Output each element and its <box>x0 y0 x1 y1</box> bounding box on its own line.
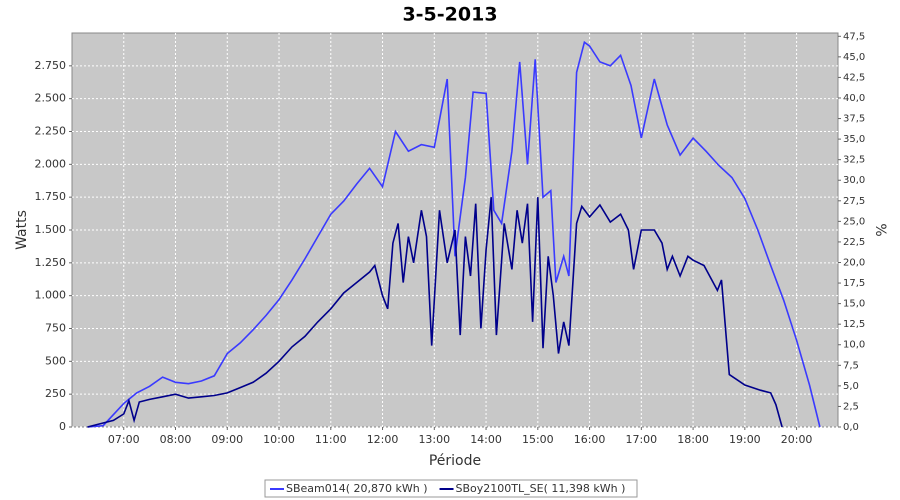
y2-tick-label: 7,5 <box>843 360 859 371</box>
y-tick-label: 2.000 <box>35 157 67 170</box>
x-tick-label: 17:00 <box>625 433 657 446</box>
y2-tick-label: 30,0 <box>843 175 865 186</box>
y2-tick-label: 20,0 <box>843 257 865 268</box>
y2-tick-label: 22,5 <box>843 237 865 248</box>
y2-tick-label: 27,5 <box>843 196 865 207</box>
y2-tick-label: 17,5 <box>843 278 865 289</box>
y-tick-label: 500 <box>45 354 66 367</box>
x-tick-label: 07:00 <box>108 433 140 446</box>
chart-title: 3-5-2013 <box>402 4 497 26</box>
legend-label: SBeam014( 20,870 kWh ) <box>286 482 428 495</box>
y2-tick-label: 15,0 <box>843 299 865 310</box>
series-line <box>87 40 821 428</box>
x-tick-label: 14:00 <box>470 433 502 446</box>
x-tick-label: 18:00 <box>677 433 709 446</box>
y-tick-label: 1.500 <box>35 223 67 236</box>
y2-tick-label: 45,0 <box>843 52 865 63</box>
y-tick-label: 0 <box>59 420 66 433</box>
y-tick-label: 2.250 <box>35 125 67 138</box>
y2-tick-label: 12,5 <box>843 319 865 330</box>
y2-tick-label: 35,0 <box>843 134 865 145</box>
y2-tick-label: 5,0 <box>843 381 859 392</box>
y2-tick-label: 40,0 <box>843 93 865 104</box>
x-tick-label: 19:00 <box>729 433 761 446</box>
legend-label: SBoy2100TL_SE( 11,398 kWh ) <box>456 482 626 495</box>
x-tick-label: 11:00 <box>315 433 347 446</box>
y2-tick-label: 10,0 <box>843 340 865 351</box>
y-tick-label: 1.250 <box>35 256 67 269</box>
y2-tick-label: 0,0 <box>843 422 859 433</box>
series-line <box>87 197 783 428</box>
y2-tick-label: 47,5 <box>843 31 865 42</box>
y-tick-label: 2.500 <box>35 92 67 105</box>
x-tick-label: 10:00 <box>263 433 295 446</box>
x-tick-label: 15:00 <box>522 433 554 446</box>
y-tick-label: 250 <box>45 387 66 400</box>
y-axis-label: Watts <box>14 210 30 250</box>
y-tick-label: 2.750 <box>35 59 67 72</box>
y-tick-label: 750 <box>45 322 66 335</box>
x-axis-label: Période <box>429 453 481 469</box>
y-tick-label: 1.750 <box>35 190 67 203</box>
y2-tick-label: 32,5 <box>843 155 865 166</box>
y2-axis-label: % <box>872 223 888 236</box>
x-tick-label: 16:00 <box>574 433 606 446</box>
x-tick-label: 20:00 <box>781 433 813 446</box>
y2-tick-label: 42,5 <box>843 72 865 83</box>
x-tick-label: 08:00 <box>160 433 192 446</box>
x-tick-label: 12:00 <box>367 433 399 446</box>
x-tick-label: 13:00 <box>418 433 450 446</box>
y-tick-label: 1.000 <box>35 289 67 302</box>
y2-tick-label: 2,5 <box>843 401 859 412</box>
y2-tick-label: 37,5 <box>843 114 865 125</box>
y2-tick-label: 25,0 <box>843 216 865 227</box>
x-tick-label: 09:00 <box>211 433 243 446</box>
